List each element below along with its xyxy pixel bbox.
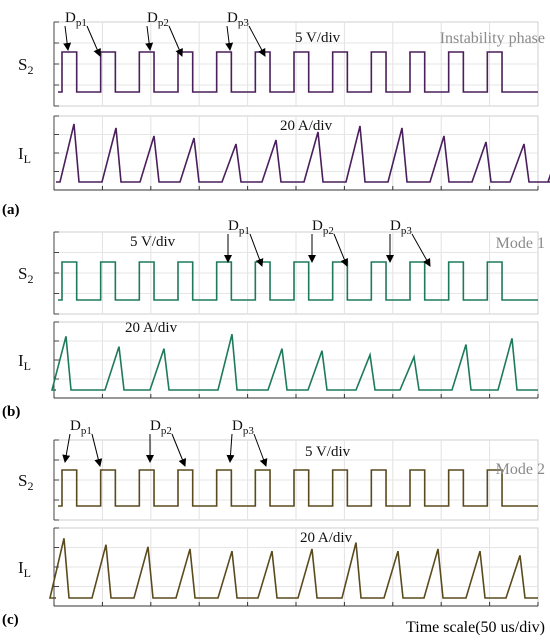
annotation-p1: Dp1 (65, 10, 87, 29)
s2-waveform (58, 261, 538, 301)
annotation-p2: Dp2 (150, 418, 172, 437)
s2-scale-label: 5 V/div (295, 30, 341, 46)
s2-label: S2 (18, 55, 33, 77)
annotation-p3: Dp3 (227, 10, 249, 29)
annotation-p3: Dp3 (390, 218, 412, 237)
annotation-arrow (248, 25, 266, 57)
annotation-arrow (225, 25, 234, 51)
annotation-p3: Dp3 (232, 418, 254, 437)
il-label: IL (18, 351, 31, 373)
s2-waveform (58, 469, 538, 507)
panel-title: Mode 2 (496, 461, 545, 478)
annotation-p1: Dp1 (70, 418, 92, 437)
s2-label: S2 (18, 264, 33, 286)
il-waveform (56, 123, 550, 183)
il-waveform (50, 334, 538, 391)
annotation-arrow (253, 433, 268, 467)
s2-label: S2 (18, 471, 33, 493)
annotation-arrow (91, 433, 103, 467)
annotation-arrow (411, 233, 431, 267)
panel-title: Instability phase (440, 30, 545, 47)
annotation-arrow (171, 433, 187, 467)
il-scale-label: 20 A/div (280, 118, 333, 134)
il-waveform (48, 538, 538, 599)
panel-tag: (b) (2, 404, 20, 420)
panel-tag: (a) (2, 202, 20, 218)
annotation-p2: Dp2 (147, 10, 169, 29)
panel-title: Mode 1 (496, 235, 545, 252)
il-scale-label: 20 A/div (300, 530, 353, 546)
il-label: IL (18, 144, 31, 166)
il-scale-label: 20 A/div (125, 320, 178, 336)
annotation-arrow (62, 433, 71, 463)
annotation-arrow (145, 25, 154, 51)
annotation-arrow (333, 233, 349, 267)
s2-waveform (58, 51, 538, 93)
s2-scale-label: 5 V/div (305, 444, 351, 460)
annotation-arrow (86, 25, 101, 57)
annotation-arrow (63, 25, 72, 51)
s2-scale-label: 5 V/div (130, 234, 176, 250)
panel-1: S2 IL 5 V/div 20 A/div Instability phase Dp1 D… (2, 10, 550, 218)
panel-3: S2 IL 5 V/div 20 A/div Mode 2 Dp1 Dp2 Dp3 (c) (2, 418, 545, 628)
il-label: IL (18, 558, 31, 580)
annotation-arrow (226, 433, 235, 463)
time-scale-label: Time scale(50 us/div) (406, 619, 545, 636)
annotation-arrow (168, 25, 183, 57)
panel-2: S2 IL 5 V/div 20 A/div Mode 1 Dp1 Dp2 Dp3 (b) (2, 218, 545, 420)
annotation-arrow (249, 233, 264, 267)
panel-tag: (c) (2, 612, 19, 628)
annotation-p2: Dp2 (312, 218, 334, 237)
annotation-p1: Dp1 (228, 218, 250, 237)
